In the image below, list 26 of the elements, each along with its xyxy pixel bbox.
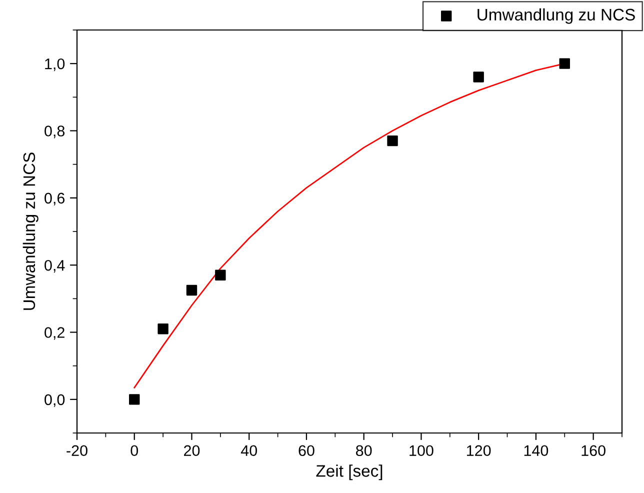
x-tick-label: 120: [467, 445, 491, 456]
point: [215, 270, 226, 281]
point: [158, 324, 168, 334]
x-tick-label: 0: [130, 445, 138, 456]
x-tick-label: 40: [240, 445, 258, 456]
x-tick-label: 80: [356, 445, 372, 456]
y-tick-label: 0,4: [44, 260, 65, 273]
x-tick-label: 60: [298, 445, 314, 456]
x-tick-label: 160: [582, 445, 606, 456]
y-tick-label: 0,6: [44, 192, 65, 206]
x-tick-label: 140: [524, 445, 548, 456]
x-tick-label: -20: [66, 445, 88, 456]
y-axis-title: Umwandlung zu NCS: [22, 152, 38, 310]
point: [473, 72, 484, 82]
point: [387, 135, 398, 146]
y-tick-label: 1,0: [45, 58, 65, 72]
y-tick-label: 0,2: [44, 327, 64, 340]
point: [186, 284, 198, 296]
x-tick-label: 20: [184, 445, 200, 456]
legend-label: Umwandlung zu NCS: [478, 8, 635, 24]
point: [129, 394, 140, 405]
x-axis-title: Zeit [sec]: [316, 464, 382, 480]
y-tick-label: 0,8: [44, 126, 65, 138]
x-tick-label: 100: [410, 445, 434, 456]
y-tick-label: 0,0: [44, 394, 65, 407]
point: [559, 58, 570, 69]
